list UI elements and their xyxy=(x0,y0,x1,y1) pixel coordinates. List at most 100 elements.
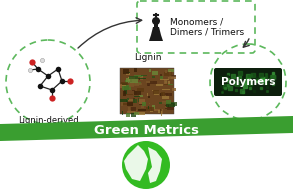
Bar xyxy=(156,84,163,86)
Bar xyxy=(133,98,137,103)
Bar xyxy=(138,98,139,102)
Bar xyxy=(164,80,167,84)
Bar xyxy=(127,102,133,106)
Bar xyxy=(146,81,153,83)
Polygon shape xyxy=(148,147,162,183)
Bar xyxy=(169,71,171,76)
Bar xyxy=(161,92,166,96)
Bar xyxy=(120,85,126,86)
Bar xyxy=(165,106,167,108)
Bar xyxy=(126,113,130,117)
Bar xyxy=(153,90,159,94)
Bar xyxy=(130,79,132,83)
Text: Green Metrics: Green Metrics xyxy=(93,124,198,137)
Bar xyxy=(160,76,163,79)
Bar xyxy=(123,103,130,105)
Bar xyxy=(150,108,151,112)
Bar xyxy=(139,77,143,80)
Bar xyxy=(134,75,142,77)
Bar xyxy=(141,75,143,77)
Bar xyxy=(147,83,150,87)
Bar xyxy=(137,91,141,95)
Bar xyxy=(141,74,147,76)
Bar xyxy=(142,102,146,105)
Bar xyxy=(146,107,154,111)
Bar xyxy=(154,91,159,94)
Bar xyxy=(140,95,143,97)
Bar xyxy=(161,79,168,80)
Bar xyxy=(149,103,150,104)
Text: Lignin-derived
Compounds: Lignin-derived Compounds xyxy=(18,116,78,135)
Bar xyxy=(152,71,158,75)
Bar xyxy=(125,80,132,83)
Bar xyxy=(164,72,172,76)
Bar xyxy=(149,81,156,84)
Bar xyxy=(169,74,171,79)
Text: Lignin: Lignin xyxy=(134,53,162,62)
Bar xyxy=(141,105,144,108)
Bar xyxy=(166,103,175,107)
Bar xyxy=(126,73,130,75)
Bar xyxy=(123,69,129,74)
Bar xyxy=(163,93,168,95)
Bar xyxy=(130,82,134,87)
Bar xyxy=(122,83,127,85)
Bar xyxy=(139,104,142,105)
Bar xyxy=(169,104,173,107)
Bar xyxy=(168,77,176,79)
Bar xyxy=(120,98,127,101)
Bar xyxy=(152,90,154,91)
Bar xyxy=(139,94,140,97)
Bar xyxy=(152,76,155,78)
Bar xyxy=(120,68,174,114)
Text: Polymers: Polymers xyxy=(221,77,275,87)
Bar xyxy=(168,84,173,85)
Bar xyxy=(127,78,130,83)
Bar xyxy=(128,107,130,112)
Bar xyxy=(169,75,176,77)
Bar xyxy=(168,105,171,108)
Bar xyxy=(162,101,166,104)
Bar xyxy=(138,78,146,79)
Bar xyxy=(148,96,150,98)
Polygon shape xyxy=(124,145,148,181)
Bar xyxy=(152,105,155,109)
Bar xyxy=(133,110,137,111)
Bar xyxy=(158,109,161,113)
Bar xyxy=(138,83,142,85)
Bar xyxy=(148,106,149,109)
Bar xyxy=(166,93,172,96)
Circle shape xyxy=(152,17,160,25)
Bar xyxy=(139,78,143,80)
Bar xyxy=(127,77,132,81)
Bar xyxy=(120,84,122,88)
Bar xyxy=(135,82,141,85)
Bar xyxy=(127,111,135,113)
Bar xyxy=(130,81,139,86)
Bar xyxy=(123,91,126,95)
Bar xyxy=(122,111,123,115)
Bar xyxy=(128,77,135,79)
Bar xyxy=(139,99,145,104)
Bar xyxy=(162,89,170,90)
Bar xyxy=(165,81,166,83)
Bar xyxy=(127,99,133,101)
Bar xyxy=(164,84,171,85)
Bar xyxy=(126,72,130,73)
Bar xyxy=(159,110,160,113)
Polygon shape xyxy=(149,35,163,41)
Bar xyxy=(168,81,170,85)
Bar xyxy=(152,109,160,111)
Bar xyxy=(149,69,151,72)
Bar xyxy=(134,68,137,72)
Bar xyxy=(165,105,166,109)
Circle shape xyxy=(122,141,170,189)
Bar xyxy=(134,112,139,115)
Bar xyxy=(134,96,140,97)
Bar xyxy=(160,94,163,96)
Bar xyxy=(172,88,176,91)
Bar xyxy=(129,76,138,80)
Bar xyxy=(148,85,149,86)
Bar xyxy=(162,96,169,99)
Bar xyxy=(132,112,136,117)
